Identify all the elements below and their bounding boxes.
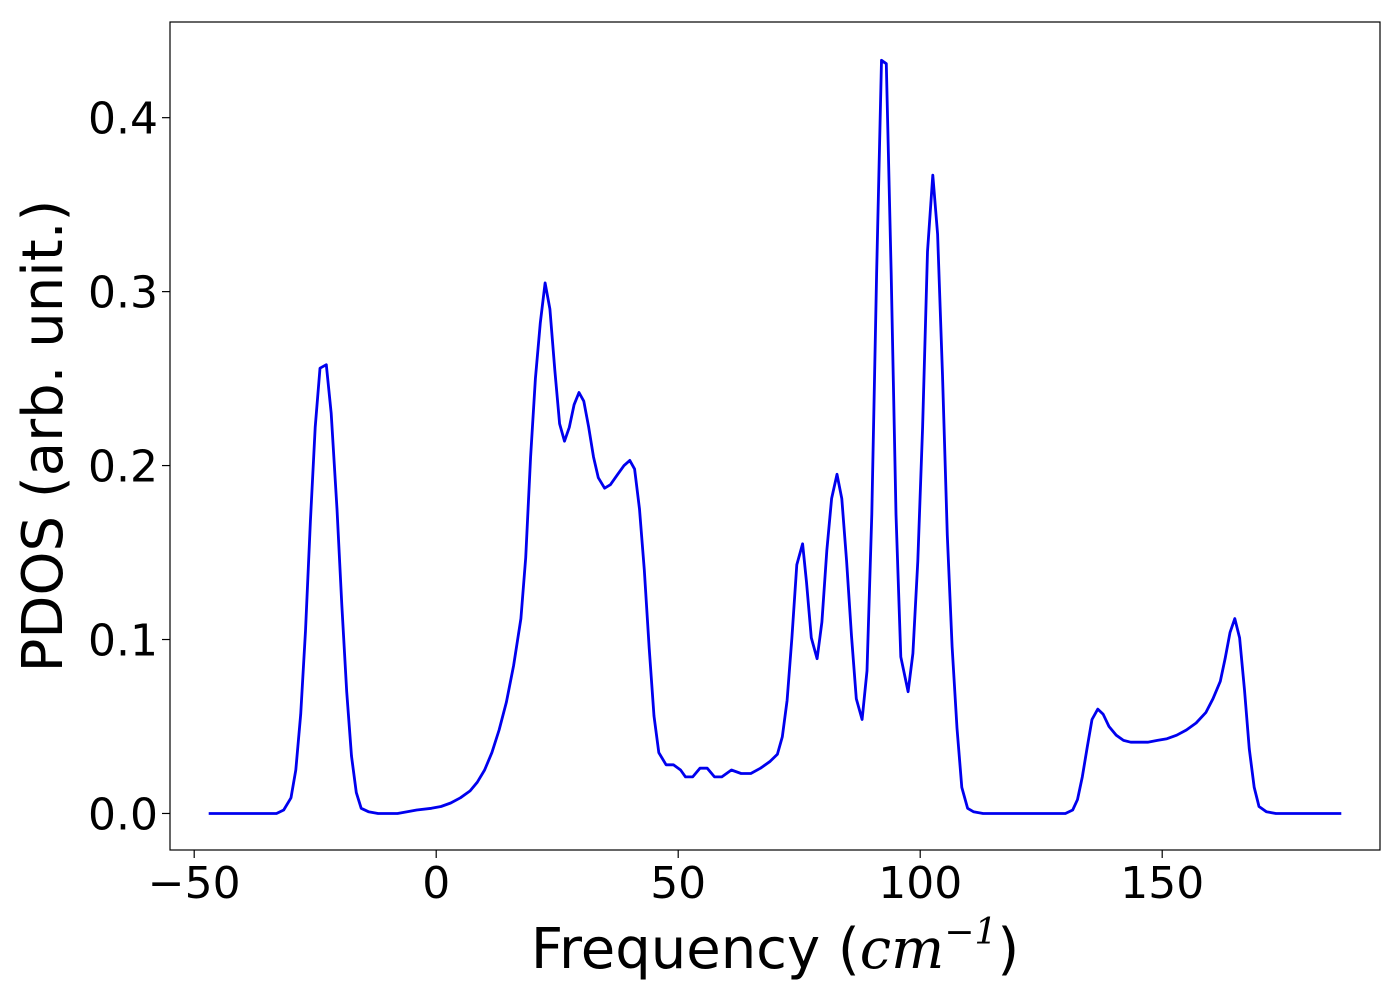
x-tick-label: −50 (148, 858, 241, 909)
x-axis-ticks: −50 0 50 100 150 (148, 850, 1204, 909)
y-tick-label: 0.1 (88, 616, 158, 667)
x-tick-label: 100 (878, 858, 962, 909)
y-tick-label: 0.4 (88, 94, 158, 145)
y-axis-ticks: 0.0 0.1 0.2 0.3 0.4 (88, 94, 170, 840)
x-tick-label: 0 (422, 858, 450, 909)
pdos-series-line (208, 58, 1342, 815)
x-tick-label: 150 (1120, 858, 1204, 909)
y-axis-label: PDOS (arb. unit.) (11, 200, 76, 673)
plot-area-border (169, 21, 1381, 851)
x-tick-label: 50 (650, 858, 706, 909)
y-tick-label: 0.3 (88, 268, 158, 319)
y-tick-label: 0.2 (88, 442, 158, 493)
series-layer (208, 58, 1342, 815)
x-axis-label: Frequency (cm−1) (531, 912, 1019, 982)
y-tick-label: 0.0 (88, 789, 158, 840)
